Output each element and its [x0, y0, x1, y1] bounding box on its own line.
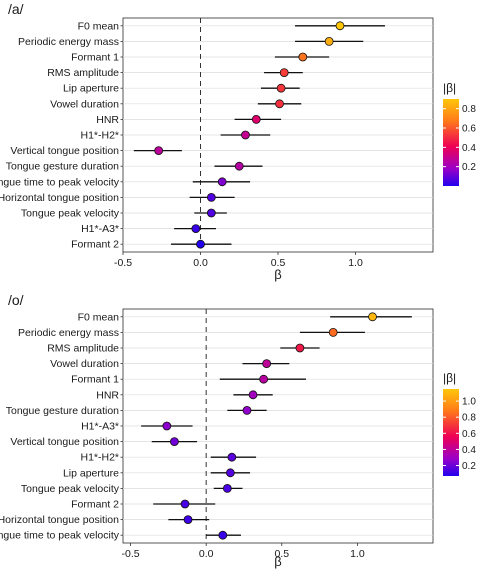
x-tick-label: 0.5 [271, 257, 286, 269]
y-tick-label: Vowel duration [50, 98, 119, 110]
y-tick-label: Vertical tongue position [10, 145, 119, 157]
estimate-point [170, 437, 179, 447]
panel-a-x-axis-title: β [274, 267, 281, 282]
panel-a-x-axis-ticks: -0.5 0.0 0.5 1.0 [114, 252, 363, 269]
legend-tick-label: 0.8 [462, 413, 476, 424]
estimate-point [180, 499, 190, 509]
x-tick-label: -0.5 [122, 548, 140, 560]
panel-a-legend-ticks: 0.8 0.6 0.4 0.2 [443, 104, 476, 173]
panel-o-title: /o/ [8, 292, 24, 308]
estimate-point [206, 208, 216, 218]
estimate-point [276, 83, 286, 93]
estimate-point [191, 224, 201, 234]
x-tick-label: 1.0 [348, 257, 363, 269]
y-tick-label: Vertical tongue position [10, 436, 119, 448]
panel-o: /o/ F0 mean Periodic energy mass RMS ampli… [0, 292, 476, 569]
legend-tick-label: 0.6 [462, 124, 476, 135]
estimate-point [324, 37, 334, 46]
estimate-point [241, 130, 250, 140]
estimate-point [262, 359, 272, 369]
y-tick-label: Lip aperture [63, 83, 119, 95]
y-tick-label: Tongue gesture duration [6, 161, 119, 173]
panel-a: /a/ F0 mean Periodic energy mass Formant 1… [0, 1, 476, 282]
y-tick-label: Lip aperture [63, 467, 119, 479]
legend-tick-label: 0.4 [462, 445, 476, 456]
y-tick-label: Tongue time to peak velocity [0, 530, 120, 542]
panel-o-legend: |β| 1.0 0.8 0.6 0.4 0.2 [443, 371, 476, 476]
estimate-point [248, 390, 258, 400]
legend-tick-label: 0.4 [462, 143, 476, 154]
y-tick-label: H1*-H2* [80, 130, 119, 142]
y-tick-label: H1*-A3* [81, 421, 119, 433]
y-tick-label: Formant 2 [71, 499, 119, 511]
y-tick-label: H1*-A3* [81, 223, 119, 235]
y-tick-label: Periodic energy mass [18, 36, 119, 48]
x-tick-label: -0.5 [114, 257, 132, 269]
legend-tick-label: 0.2 [462, 461, 476, 472]
y-tick-label: Tongue gesture duration [6, 405, 119, 417]
y-tick-label: HNR [96, 114, 119, 126]
y-tick-label: H1*-H2* [80, 452, 119, 464]
panel-a-legend-colorbar [443, 99, 459, 186]
estimate-point [227, 452, 237, 462]
legend-tick-label: 0.2 [462, 162, 476, 173]
y-tick-label: Horizontal tongue position [0, 514, 119, 526]
y-tick-label: HNR [96, 389, 119, 401]
panel-a-legend-title: |β| [443, 81, 456, 95]
estimate-point [206, 192, 216, 202]
legend-tick-label: 0.8 [462, 104, 476, 115]
estimate-point [162, 421, 172, 431]
panel-o-x-axis-title: β [274, 554, 281, 569]
panel-o-legend-ticks: 1.0 0.8 0.6 0.4 0.2 [443, 397, 476, 472]
x-tick-label: 1.0 [350, 548, 365, 560]
y-tick-label: Tongue time to peak velocity [0, 176, 120, 188]
estimate-point [218, 530, 228, 540]
estimate-point [279, 68, 289, 77]
y-tick-label: Formant 2 [71, 239, 119, 251]
panel-a-y-axis-labels: F0 mean Periodic energy mass Formant 1 RMS … [0, 20, 123, 251]
estimate-point [335, 21, 345, 31]
x-tick-label: 0.0 [199, 548, 214, 560]
x-tick-label: 0.5 [274, 548, 289, 560]
estimate-point [222, 483, 232, 493]
estimate-point [234, 161, 244, 171]
estimate-point [154, 146, 164, 156]
panel-a-legend: |β| 0.8 0.6 0.4 0.2 [443, 81, 476, 186]
panel-o-legend-title: |β| [443, 371, 456, 385]
estimate-point [225, 468, 235, 478]
estimate-point [368, 312, 377, 322]
legend-tick-label: 0.6 [462, 429, 476, 440]
y-tick-label: Formant 1 [71, 52, 119, 64]
estimate-point [217, 177, 227, 187]
y-tick-label: Formant 1 [71, 374, 119, 386]
y-tick-label: Periodic energy mass [18, 327, 119, 339]
x-tick-label: 0.0 [193, 257, 208, 269]
y-tick-label: F0 mean [78, 20, 120, 32]
panel-o-legend-colorbar [443, 389, 459, 476]
y-tick-label: Vowel duration [50, 358, 119, 370]
y-tick-label: Tongue peak velocity [21, 483, 120, 495]
y-tick-label: Horizontal tongue position [0, 192, 119, 204]
panel-o-x-axis-ticks: -0.5 0.0 0.5 1.0 [122, 543, 365, 560]
estimate-point [183, 515, 193, 524]
panel-o-points [162, 312, 377, 540]
estimate-point [251, 115, 261, 124]
legend-tick-label: 1.0 [462, 397, 476, 408]
panel-a-points [154, 21, 345, 249]
panel-a-title: /a/ [8, 1, 24, 17]
estimate-point [298, 52, 308, 62]
panel-o-y-axis-labels: F0 mean Periodic energy mass RMS amplitude… [0, 311, 123, 542]
estimate-point [328, 327, 338, 337]
estimate-point [259, 374, 269, 384]
y-tick-label: RMS amplitude [47, 67, 119, 79]
y-tick-label: F0 mean [78, 311, 120, 323]
estimate-point [275, 99, 284, 109]
y-tick-label: RMS amplitude [47, 343, 119, 355]
y-tick-label: Tongue peak velocity [21, 208, 120, 220]
estimate-point [295, 343, 305, 353]
estimate-point [196, 239, 205, 249]
estimate-point [242, 405, 252, 415]
